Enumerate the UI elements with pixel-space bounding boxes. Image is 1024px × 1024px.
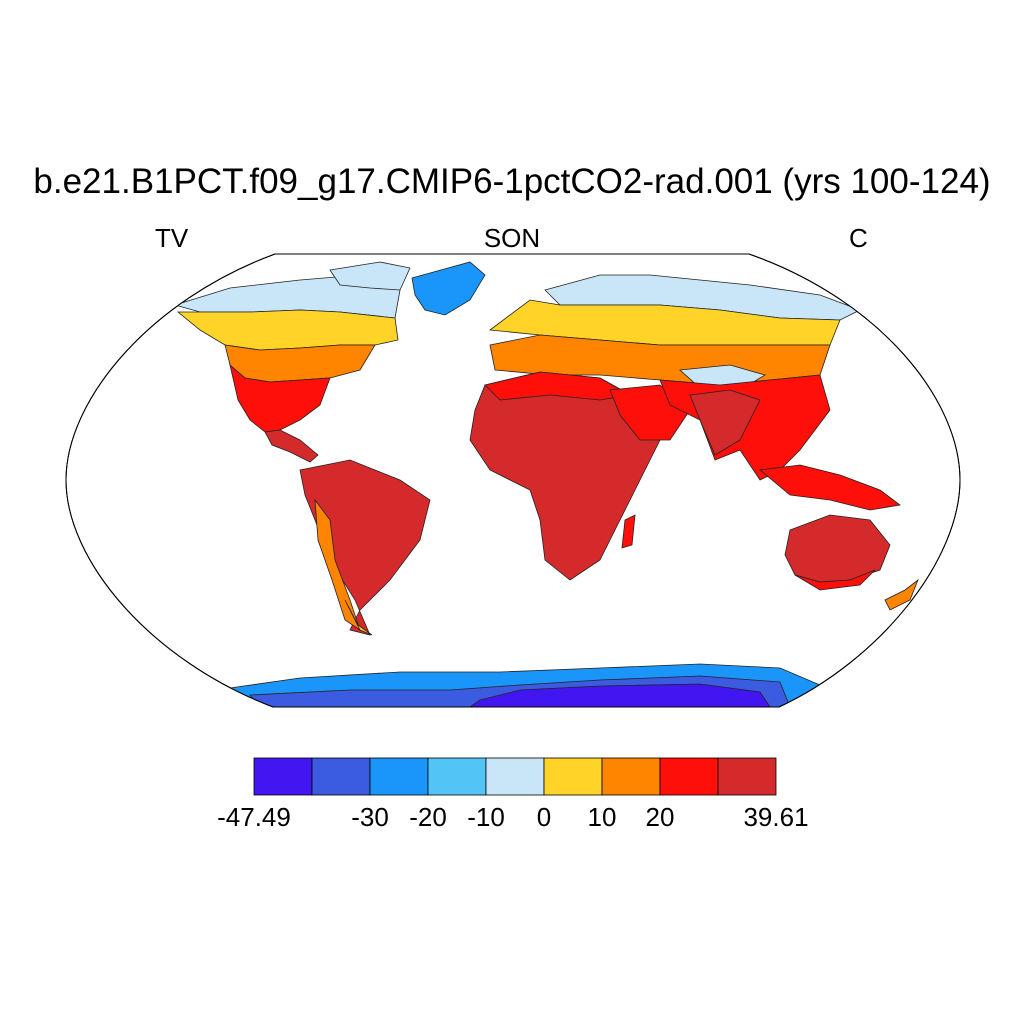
colorbar-tick-label: -20 [409,802,447,832]
season-label: SON [483,223,541,253]
map-title: b.e21.B1PCT.f09_g17.CMIP6-1pctCO2-rad.00… [33,162,991,201]
patagonia [344,599,373,636]
arctic-islands [329,261,411,291]
variable-label: TV [155,223,189,253]
antarctica-interior [468,683,771,707]
colorbar-box [485,757,545,796]
colorbar-tick-label: 20 [645,802,675,832]
colorbar-tick-label: -47.49 [217,802,291,832]
colorbar-tick-label: 10 [587,802,617,832]
colorbar-box [543,757,603,796]
colorbar-box [427,757,487,796]
colorbar-tick-label: 39.61 [743,802,809,832]
colorbar-box [253,757,313,796]
new-zealand [884,578,919,611]
india-core [689,389,761,456]
australia-south [794,569,876,591]
indonesia [759,464,901,511]
colorbar-tick-label: 0 [536,802,552,832]
units-label: C [849,223,868,253]
colorbar-box [311,757,371,796]
colorbar-box [659,757,719,796]
colorbar-tick-label: -30 [351,802,389,832]
central-america [264,429,319,463]
colorbar [253,757,777,796]
greenland [411,261,486,316]
colorbar-tick-label: -10 [467,802,505,832]
colorbar-box [717,757,777,796]
colorbar-box [369,757,429,796]
colorbar-box [601,757,661,796]
north-america-30 [229,363,331,433]
madagascar [621,514,636,549]
